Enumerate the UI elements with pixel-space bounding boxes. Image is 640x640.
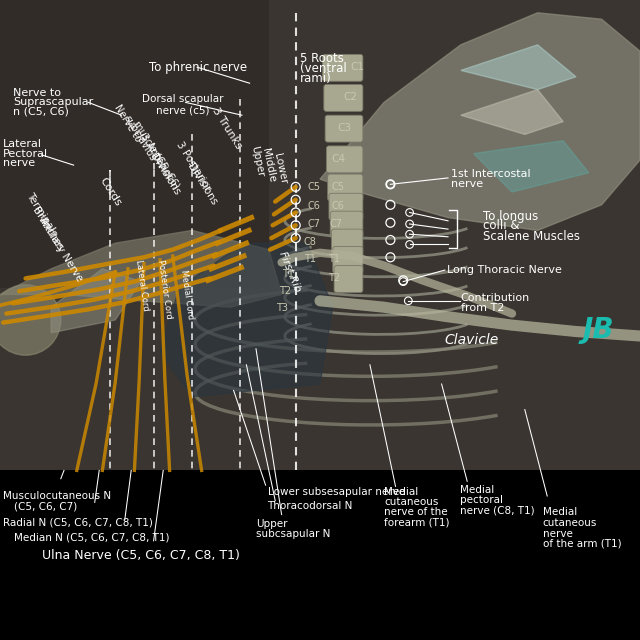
Text: (C5, C6, C7): (C5, C6, C7) bbox=[14, 502, 77, 512]
FancyBboxPatch shape bbox=[323, 54, 363, 81]
Text: C7: C7 bbox=[307, 219, 320, 229]
Text: 5 Roots: 5 Roots bbox=[300, 52, 344, 65]
Text: subcsapular N: subcsapular N bbox=[256, 529, 330, 540]
Text: Middle: Middle bbox=[260, 147, 277, 183]
Text: C6: C6 bbox=[307, 201, 320, 211]
Polygon shape bbox=[320, 13, 640, 230]
Text: Posterior Cord: Posterior Cord bbox=[157, 259, 173, 319]
Text: Lateral Cord: Lateral Cord bbox=[134, 259, 150, 311]
Text: Upper: Upper bbox=[249, 145, 266, 178]
Text: subclavius: subclavius bbox=[122, 114, 157, 163]
Text: nerve: nerve bbox=[3, 158, 35, 168]
Text: Upper: Upper bbox=[256, 518, 287, 529]
Text: nerve: nerve bbox=[543, 529, 573, 539]
Text: C7: C7 bbox=[330, 219, 342, 229]
Text: Cords: Cords bbox=[98, 176, 124, 208]
Text: Ulna Nerve (C5, C6, C7, C8, T1): Ulna Nerve (C5, C6, C7, C8, T1) bbox=[42, 549, 239, 562]
Text: C4: C4 bbox=[331, 154, 345, 164]
Text: T3: T3 bbox=[276, 303, 287, 314]
Polygon shape bbox=[160, 243, 333, 397]
Text: Median N (C5, C6, C7, C8, T1): Median N (C5, C6, C7, C8, T1) bbox=[14, 532, 170, 543]
Text: C1: C1 bbox=[350, 62, 364, 72]
FancyBboxPatch shape bbox=[334, 266, 363, 292]
Text: 3 Trunks: 3 Trunks bbox=[211, 106, 244, 150]
Text: To longus: To longus bbox=[483, 210, 538, 223]
Text: muscle (C5, C6): muscle (C5, C6) bbox=[131, 119, 181, 191]
Text: Divisions: Divisions bbox=[148, 152, 182, 197]
Polygon shape bbox=[461, 90, 563, 134]
Text: First Rib: First Rib bbox=[276, 250, 302, 294]
Text: Branches: Branches bbox=[31, 206, 65, 252]
Text: Nerve to: Nerve to bbox=[112, 102, 143, 143]
Text: forearm (T1): forearm (T1) bbox=[384, 518, 449, 528]
Polygon shape bbox=[0, 230, 282, 307]
Text: Lower: Lower bbox=[272, 152, 289, 186]
Text: colli &: colli & bbox=[483, 220, 520, 232]
Text: Medial: Medial bbox=[384, 486, 419, 497]
Text: Contribution: Contribution bbox=[461, 292, 530, 303]
Text: JB: JB bbox=[582, 316, 614, 344]
Text: C2: C2 bbox=[344, 92, 358, 102]
Text: from T2: from T2 bbox=[461, 303, 504, 314]
Text: C6: C6 bbox=[332, 201, 344, 211]
Text: of the arm (T1): of the arm (T1) bbox=[543, 539, 621, 549]
FancyBboxPatch shape bbox=[324, 84, 363, 111]
Text: Medial: Medial bbox=[543, 507, 577, 517]
Text: n (C5, C6): n (C5, C6) bbox=[13, 107, 68, 117]
Text: Dorsal scapular: Dorsal scapular bbox=[141, 94, 223, 104]
FancyBboxPatch shape bbox=[333, 246, 363, 273]
Text: C5: C5 bbox=[307, 182, 320, 192]
Text: Musculocutaneous N: Musculocutaneous N bbox=[3, 491, 111, 501]
FancyBboxPatch shape bbox=[326, 146, 363, 173]
Text: T1: T1 bbox=[305, 254, 316, 264]
FancyBboxPatch shape bbox=[329, 193, 363, 220]
Text: Nerve to: Nerve to bbox=[13, 88, 61, 98]
Text: 3 Anterior: 3 Anterior bbox=[139, 132, 175, 182]
Text: Radial N (C5, C6, C7, C8, T1): Radial N (C5, C6, C7, C8, T1) bbox=[3, 518, 153, 528]
Text: Medial Cord: Medial Cord bbox=[179, 269, 195, 320]
Text: C3: C3 bbox=[337, 123, 351, 133]
FancyBboxPatch shape bbox=[328, 174, 363, 201]
Text: Suprascapular: Suprascapular bbox=[13, 97, 93, 108]
Polygon shape bbox=[474, 141, 589, 192]
Text: T2: T2 bbox=[328, 273, 340, 284]
Text: Lateral: Lateral bbox=[3, 139, 42, 149]
Polygon shape bbox=[461, 45, 576, 90]
Text: Medial: Medial bbox=[460, 484, 494, 495]
Text: C5: C5 bbox=[332, 182, 344, 192]
Text: 1st Intercostal: 1st Intercostal bbox=[451, 169, 531, 179]
Text: T2: T2 bbox=[279, 286, 291, 296]
FancyBboxPatch shape bbox=[325, 115, 363, 142]
Text: (ventral: (ventral bbox=[300, 62, 346, 75]
Text: nerve (C8, T1): nerve (C8, T1) bbox=[460, 506, 534, 516]
Text: Axillary Nerve: Axillary Nerve bbox=[37, 216, 84, 284]
Text: C8: C8 bbox=[304, 237, 317, 247]
Polygon shape bbox=[51, 269, 141, 333]
Text: Long Thoracic Nerve: Long Thoracic Nerve bbox=[447, 265, 561, 275]
Text: Terminal: Terminal bbox=[24, 191, 56, 234]
FancyBboxPatch shape bbox=[330, 211, 363, 238]
Text: Thoracodorsal N: Thoracodorsal N bbox=[268, 500, 353, 511]
Text: Clavicle: Clavicle bbox=[445, 333, 499, 348]
Text: Pectoral: Pectoral bbox=[3, 148, 49, 159]
Text: pectoral: pectoral bbox=[460, 495, 502, 506]
Circle shape bbox=[0, 285, 61, 355]
Bar bbox=[0, 0, 269, 288]
Text: rami): rami) bbox=[300, 72, 332, 84]
Text: Divisions: Divisions bbox=[185, 162, 218, 207]
Text: T1: T1 bbox=[328, 254, 340, 264]
Text: 3 Posterior: 3 Posterior bbox=[174, 140, 212, 193]
Bar bbox=[0, 0, 640, 470]
Text: nerve: nerve bbox=[451, 179, 483, 189]
Text: Scalene Muscles: Scalene Muscles bbox=[483, 230, 580, 243]
FancyBboxPatch shape bbox=[332, 229, 363, 256]
Text: cutaneous: cutaneous bbox=[384, 497, 438, 507]
Text: Lower subsesapular nerve: Lower subsesapular nerve bbox=[268, 486, 404, 497]
Text: T1: T1 bbox=[282, 269, 294, 279]
Bar bbox=[0, 470, 640, 640]
Text: cutaneous: cutaneous bbox=[543, 518, 597, 528]
Text: To phrenic nerve: To phrenic nerve bbox=[149, 61, 248, 74]
Text: nerve (c5): nerve (c5) bbox=[156, 105, 209, 115]
Text: nerve of the: nerve of the bbox=[384, 507, 447, 517]
